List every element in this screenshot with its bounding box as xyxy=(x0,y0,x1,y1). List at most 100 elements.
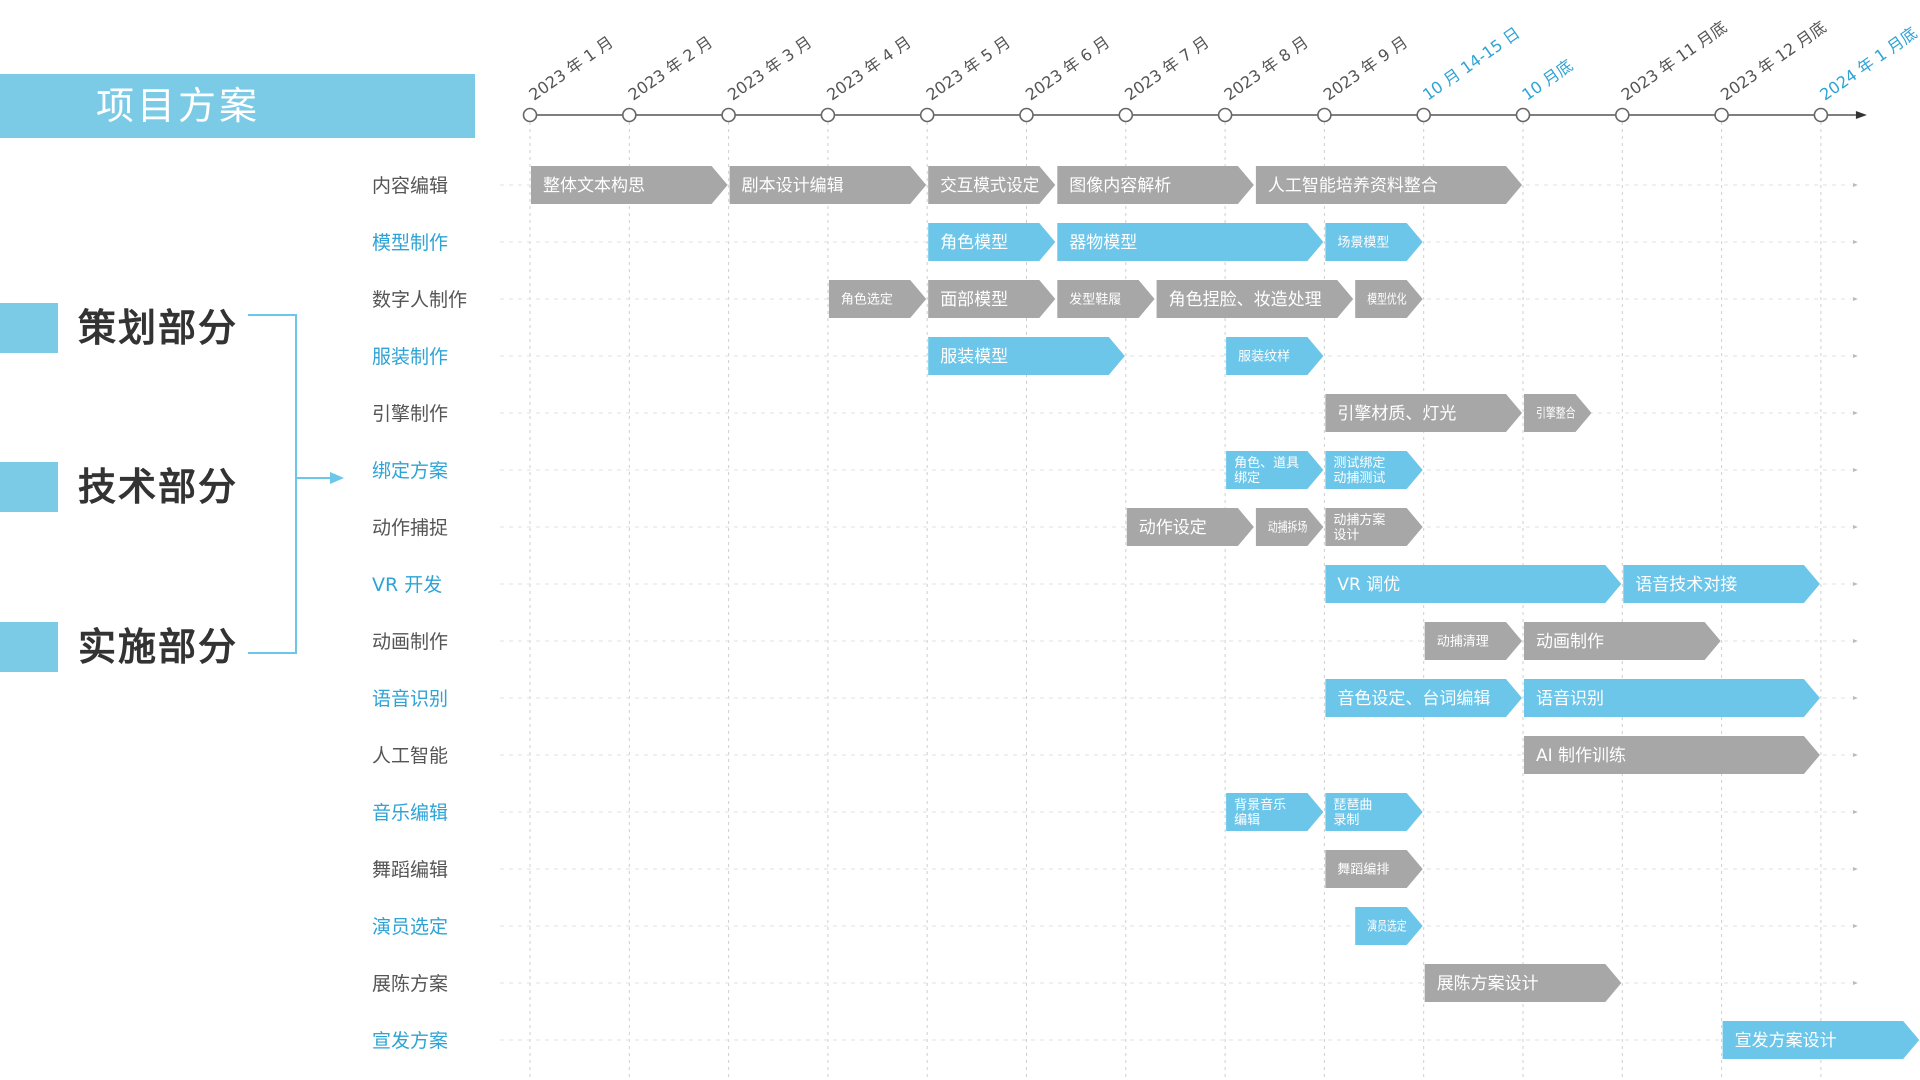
task-label: 动作设定 xyxy=(1139,518,1207,538)
task-bar xyxy=(828,280,927,318)
task-label: 发型鞋履 xyxy=(1069,292,1121,308)
row-end-arrow xyxy=(1852,924,1858,928)
task-bar xyxy=(1255,166,1522,204)
task-label: 面部模型 xyxy=(940,290,1008,310)
row-end-arrow xyxy=(1852,354,1858,358)
task-bar xyxy=(928,223,1056,261)
timeline-milestone xyxy=(1217,107,1233,123)
task-bar xyxy=(1226,451,1324,489)
row-end-arrow xyxy=(1852,468,1858,472)
row-end-arrow xyxy=(1852,240,1858,244)
row-label: 绑定方案 xyxy=(372,460,448,482)
task-bar xyxy=(1325,508,1423,546)
row-label: 音乐编辑 xyxy=(372,802,448,824)
task-bar xyxy=(1524,679,1820,717)
row-end-arrow xyxy=(1852,753,1858,757)
task-label: 测试绑定 xyxy=(1333,456,1385,471)
task-label: 角色模型 xyxy=(940,233,1008,253)
row-end-arrow xyxy=(1852,639,1858,643)
task-label: 场景模型 xyxy=(1337,236,1389,251)
task-bar xyxy=(1424,622,1522,660)
row-end-arrow xyxy=(1852,981,1858,985)
task-bar xyxy=(1424,964,1622,1002)
row-end-arrow xyxy=(1852,696,1858,700)
task-bar xyxy=(1623,565,1820,603)
task-bar xyxy=(1524,622,1721,660)
row-label: 展陈方案 xyxy=(372,973,448,995)
timeline-label: 2024 年 1 月底 xyxy=(1816,23,1920,104)
row-end-arrow xyxy=(1852,411,1858,415)
task-label: 角色选定 xyxy=(841,292,893,308)
row-end-arrow xyxy=(1852,525,1858,529)
legend-label-technical: 技术部分 xyxy=(78,465,239,509)
timeline-label: 2023 年 4 月 xyxy=(823,32,914,104)
timeline-axis-arrow xyxy=(1855,111,1867,119)
task-bar xyxy=(1226,793,1324,831)
task-bar xyxy=(928,280,1056,318)
legend-label-planning: 策划部分 xyxy=(78,306,239,350)
row-end-arrow xyxy=(1852,810,1858,814)
page-title: 项目方案 xyxy=(96,84,261,128)
task-bar xyxy=(1355,280,1423,318)
task-label: 模型优化 xyxy=(1367,293,1407,308)
legend-swatch-technical xyxy=(0,462,58,512)
task-label: 语音技术对接 xyxy=(1635,575,1737,595)
row-end-arrow xyxy=(1852,183,1858,187)
task-bar xyxy=(1524,394,1592,432)
task-label: 展陈方案设计 xyxy=(1437,974,1539,994)
task-bar xyxy=(1255,508,1324,546)
task-bar xyxy=(1325,223,1423,261)
row-label: 动画制作 xyxy=(372,631,448,653)
timeline-label: 2023 年 3 月 xyxy=(724,32,815,104)
timeline-milestone xyxy=(820,107,836,123)
timeline-milestone xyxy=(1317,107,1332,123)
task-label: 剧本设计编辑 xyxy=(742,176,844,196)
row-label: 人工智能 xyxy=(372,745,448,767)
task-label: 服装模型 xyxy=(940,347,1008,367)
timeline-label: 2023 年 11 月底 xyxy=(1618,17,1731,104)
task-bar xyxy=(1355,907,1423,945)
row-label: 内容编辑 xyxy=(372,175,448,197)
task-label: 整体文本构思 xyxy=(543,176,645,196)
task-bar xyxy=(1156,280,1354,318)
task-bar xyxy=(1226,337,1324,375)
timeline-label: 10 月 14-15 日 xyxy=(1419,23,1523,104)
task-bar xyxy=(1325,850,1423,888)
timeline-milestone xyxy=(1118,107,1134,123)
legend-bracket xyxy=(248,314,344,654)
row-label: 语音识别 xyxy=(372,688,448,710)
legend-label-implementation: 实施部分 xyxy=(78,625,239,669)
row-label: 宣发方案 xyxy=(372,1030,448,1052)
timeline-label: 2023 年 12 月底 xyxy=(1717,17,1830,104)
row-label: 数字人制作 xyxy=(372,289,467,311)
timeline-milestone xyxy=(721,107,736,123)
task-label: AI 制作训练 xyxy=(1536,746,1626,766)
timeline-milestone xyxy=(621,107,637,123)
task-label: 宣发方案设计 xyxy=(1735,1031,1837,1051)
timeline-label: 2023 年 6 月 xyxy=(1022,32,1113,104)
task-label: 角色捏脸、妆造处理 xyxy=(1169,290,1322,310)
task-label: 设计 xyxy=(1333,528,1359,543)
task-label: 琵琶曲 xyxy=(1333,798,1372,813)
task-label: 服装纹样 xyxy=(1238,350,1290,365)
task-label: 背景音乐 xyxy=(1234,797,1286,813)
task-bar xyxy=(1325,679,1522,717)
task-bar xyxy=(928,337,1125,375)
task-bar xyxy=(1325,394,1522,432)
legend-swatch-implementation xyxy=(0,622,58,672)
task-label: 人工智能培养资料整合 xyxy=(1268,176,1438,196)
task-label: 交互模式设定 xyxy=(940,176,1039,196)
task-label: 演员选定 xyxy=(1367,919,1407,935)
task-bar xyxy=(1057,166,1254,204)
task-label: 器物模型 xyxy=(1069,233,1137,253)
task-label: 编辑 xyxy=(1234,813,1260,828)
row-label: 舞蹈编辑 xyxy=(372,859,448,881)
task-label: 图像内容解析 xyxy=(1069,176,1171,196)
row-label: 引擎制作 xyxy=(372,403,448,425)
task-label: 角色、道具 xyxy=(1234,455,1299,471)
row-end-arrow xyxy=(1852,297,1858,301)
row-label: VR 开发 xyxy=(372,574,442,596)
timeline-milestone xyxy=(1416,107,1431,123)
task-label: 动捕方案 xyxy=(1333,512,1385,528)
